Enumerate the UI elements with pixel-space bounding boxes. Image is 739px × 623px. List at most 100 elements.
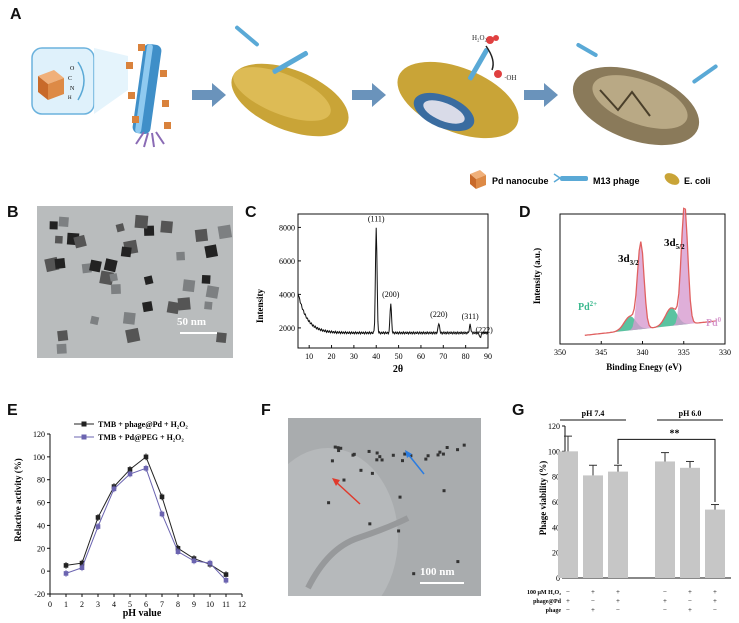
panel-f-label: F xyxy=(261,402,271,419)
xrd-peak-label: (222) xyxy=(476,325,494,334)
nanocube xyxy=(409,454,413,458)
legend-pd-label: Pd nanocube xyxy=(492,176,549,186)
nanocube xyxy=(122,311,136,325)
nanocube xyxy=(327,501,331,505)
ph-point xyxy=(207,560,213,566)
g-cell: + xyxy=(591,606,595,614)
nanocube xyxy=(438,450,442,454)
nanocube xyxy=(58,216,69,227)
xps-3d32-label: 3d3/2 xyxy=(618,253,639,267)
nanocube xyxy=(380,458,384,462)
ph-legend-label: TMB + phage@Pd + H₂O₂ xyxy=(98,420,188,429)
nanocube xyxy=(398,495,402,499)
xps-envelope xyxy=(584,207,717,336)
ecoli-3-lysed xyxy=(572,43,718,146)
ph-xtick-label: 6 xyxy=(144,600,148,609)
nanocube xyxy=(462,443,466,447)
nanocube xyxy=(339,446,343,450)
ph-point xyxy=(143,465,149,471)
xrd-ytick-label: 6000 xyxy=(279,257,295,266)
panel-c-label: C xyxy=(245,204,257,221)
xrd-xtick-label: 80 xyxy=(462,352,470,361)
xrd-xtick-label: 50 xyxy=(395,352,403,361)
nanocube xyxy=(204,244,219,259)
panel-g-label: G xyxy=(512,402,525,419)
legend-m13-phage xyxy=(553,173,588,183)
blue-arrow xyxy=(407,453,425,475)
g-bar xyxy=(583,475,603,578)
arrow-3 xyxy=(524,83,558,107)
nanocube xyxy=(401,459,405,463)
ecoli-2 xyxy=(397,35,519,139)
nanocube xyxy=(378,455,382,459)
nanocube xyxy=(205,285,220,299)
ph-xtick-label: 2 xyxy=(80,600,84,609)
panel-e-label: E xyxy=(7,402,18,419)
nanocube xyxy=(456,560,460,564)
nanocube xyxy=(333,445,337,449)
xrd-xtick-label: 10 xyxy=(305,352,313,361)
nanocube xyxy=(456,448,460,452)
ph-ytick-label: 0 xyxy=(41,567,45,576)
xps-chart: Intensity (a.u.) Binding Enegy (eV) 350 3… xyxy=(532,207,731,372)
nanocube xyxy=(110,284,121,295)
phage-rod-large xyxy=(126,43,171,148)
nanocube xyxy=(57,330,69,342)
ph-xtick-label: 8 xyxy=(176,600,180,609)
g-row-label: 100 μM H₂O₂ xyxy=(527,590,561,596)
viability-ylabel: Phage viability (%) xyxy=(538,461,548,536)
g-row-label: phage xyxy=(546,608,562,614)
oh-label: ·OH xyxy=(504,74,516,82)
xps-pd2-label: Pd2+ xyxy=(578,300,597,313)
g-bar xyxy=(705,509,725,578)
nanocube xyxy=(54,258,66,269)
nanocube xyxy=(436,453,440,457)
tem-image-b: 50 nm xyxy=(37,206,233,358)
nanocube xyxy=(166,301,180,315)
nanocube xyxy=(81,263,92,274)
ph-ytick-label: 100 xyxy=(33,453,45,462)
g-cell: + xyxy=(663,597,667,605)
nanocube xyxy=(367,449,371,453)
ph-point xyxy=(127,471,133,477)
nanocube xyxy=(426,454,430,458)
g-sig-bracket xyxy=(617,438,716,502)
xps-pd0-area xyxy=(584,210,717,336)
nanocube xyxy=(125,327,141,344)
nanocube xyxy=(445,446,449,450)
ph-point xyxy=(63,571,69,576)
nanocube xyxy=(442,489,446,493)
legend-pd-nanocube xyxy=(470,170,486,189)
g-cell: − xyxy=(566,606,570,614)
ph-ylabel: Relactive activity (%) xyxy=(13,458,23,541)
nanocube xyxy=(217,224,233,240)
ph-point xyxy=(79,560,85,566)
ph-point xyxy=(159,511,165,517)
nanocube xyxy=(370,471,374,475)
ph-point xyxy=(175,549,181,555)
nanocube xyxy=(89,315,100,326)
xps-xlabel: Binding Enegy (eV) xyxy=(606,362,682,372)
nanocube xyxy=(73,234,87,249)
nanocube xyxy=(375,451,379,455)
g-bar xyxy=(608,471,628,578)
nanocube xyxy=(375,458,379,462)
g-cell: + xyxy=(688,606,692,614)
g-cell: + xyxy=(616,588,620,596)
xps-xtick-label: 335 xyxy=(678,348,690,357)
ph-series-line xyxy=(65,467,227,581)
nanocube xyxy=(330,459,334,463)
inset-zoom-cone xyxy=(94,48,128,114)
nanocube xyxy=(201,274,211,284)
ph-xtick-label: 1 xyxy=(64,600,68,609)
nanocube xyxy=(103,258,118,273)
g-cell: − xyxy=(591,597,595,605)
xps-ylabel: Intensity (a.u.) xyxy=(532,248,542,304)
legend-ecoli-label: E. coli xyxy=(684,176,711,186)
nanocube xyxy=(403,452,407,456)
arrow-2 xyxy=(352,83,386,107)
panel-d-label: D xyxy=(519,204,531,221)
ph-point xyxy=(175,545,181,551)
scalebar-f-label: 100 nm xyxy=(420,566,455,578)
g-cell: − xyxy=(616,606,620,614)
